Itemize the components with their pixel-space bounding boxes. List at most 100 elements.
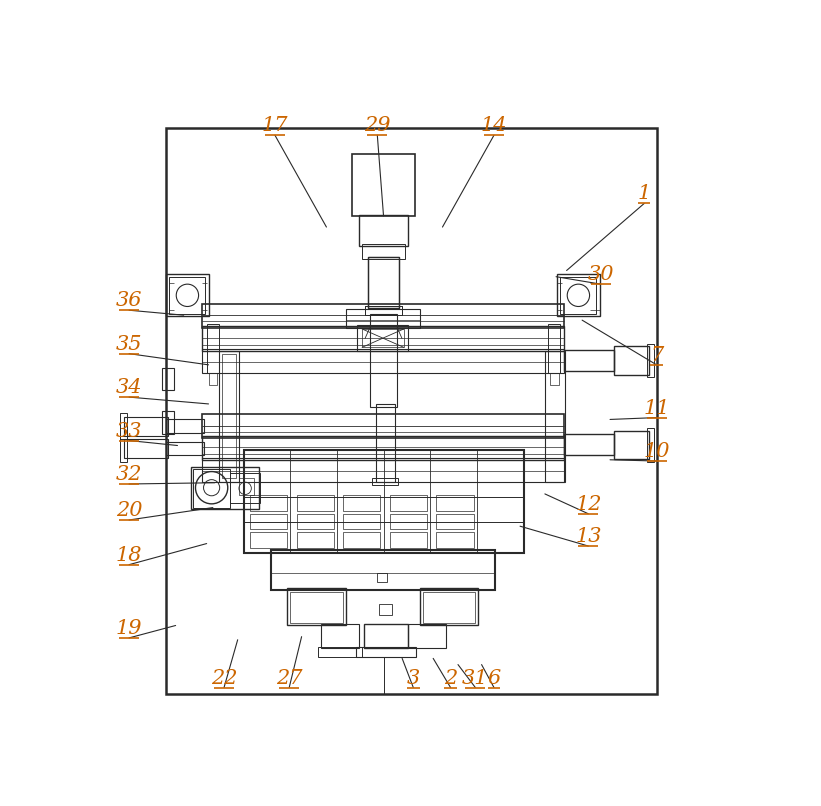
Text: 22: 22 <box>211 668 237 688</box>
Bar <box>271 550 495 590</box>
Bar <box>121 413 126 439</box>
Text: 7: 7 <box>650 346 663 365</box>
Bar <box>376 404 395 481</box>
Text: 34: 34 <box>116 378 142 397</box>
Bar <box>355 646 416 657</box>
Text: 36: 36 <box>116 291 142 310</box>
Bar <box>561 276 596 314</box>
Bar <box>124 439 167 458</box>
Bar <box>191 467 259 509</box>
Bar <box>121 435 126 462</box>
Bar <box>364 624 408 648</box>
Bar <box>614 347 649 375</box>
Bar <box>167 442 204 455</box>
Text: 2: 2 <box>444 668 457 688</box>
Bar <box>362 329 404 347</box>
Bar <box>614 430 649 459</box>
Text: 1: 1 <box>638 185 651 203</box>
Bar <box>296 533 334 548</box>
Bar <box>408 624 446 648</box>
Text: 29: 29 <box>364 116 391 135</box>
Text: 14: 14 <box>481 116 507 135</box>
Bar <box>202 458 563 481</box>
Bar <box>202 414 563 438</box>
Bar <box>378 573 388 582</box>
Bar <box>124 417 167 435</box>
Bar <box>250 495 287 511</box>
Text: 33: 33 <box>116 422 142 441</box>
Bar <box>209 373 218 385</box>
Text: 19: 19 <box>116 619 142 638</box>
Text: 31: 31 <box>462 668 488 688</box>
Bar <box>357 325 408 351</box>
Bar <box>219 351 239 481</box>
Bar <box>202 326 563 351</box>
Text: 27: 27 <box>276 668 302 688</box>
Bar <box>167 127 657 694</box>
Bar <box>436 495 474 511</box>
Bar <box>346 309 420 327</box>
Bar <box>202 349 563 373</box>
Bar <box>296 495 334 511</box>
Bar <box>322 624 359 648</box>
Bar <box>207 325 219 373</box>
Bar <box>291 592 343 623</box>
Bar <box>343 513 380 530</box>
Bar <box>239 478 255 495</box>
Bar <box>352 154 415 216</box>
Bar <box>319 646 362 657</box>
Bar <box>436 533 474 548</box>
Bar <box>343 533 380 548</box>
Text: 30: 30 <box>588 265 614 285</box>
Bar <box>390 495 427 511</box>
Bar <box>548 325 561 373</box>
Bar <box>373 479 398 484</box>
Text: 17: 17 <box>262 116 288 135</box>
Bar <box>420 588 479 625</box>
Text: 10: 10 <box>644 442 670 461</box>
Bar <box>162 411 174 434</box>
Bar <box>550 373 558 385</box>
Bar <box>545 351 565 481</box>
Bar <box>202 304 563 327</box>
Bar <box>390 513 427 530</box>
Bar <box>244 451 525 553</box>
Bar <box>222 355 236 479</box>
Text: 18: 18 <box>116 546 142 565</box>
Bar <box>423 592 475 623</box>
Bar <box>162 368 174 389</box>
Bar <box>362 243 406 260</box>
Bar <box>359 214 408 246</box>
Bar <box>365 305 402 315</box>
Bar <box>202 436 563 459</box>
Bar <box>167 419 204 433</box>
Text: 6: 6 <box>488 668 501 688</box>
Text: 13: 13 <box>575 527 602 546</box>
Text: 32: 32 <box>116 465 142 484</box>
Text: 3: 3 <box>406 668 420 688</box>
Bar <box>378 604 392 615</box>
Bar <box>296 513 334 530</box>
Bar <box>250 513 287 530</box>
Text: 12: 12 <box>575 495 602 513</box>
Bar <box>368 257 399 308</box>
Bar <box>368 257 399 308</box>
Text: 11: 11 <box>644 399 670 418</box>
Bar <box>370 314 397 407</box>
Bar <box>390 533 427 548</box>
Bar <box>169 276 205 314</box>
Bar <box>365 305 402 315</box>
Bar <box>647 428 654 462</box>
Bar <box>647 343 654 377</box>
Bar <box>287 588 346 625</box>
Bar <box>436 513 474 530</box>
Bar <box>343 495 380 511</box>
Bar <box>193 469 230 508</box>
Bar <box>250 533 287 548</box>
Bar <box>557 274 599 317</box>
Text: 35: 35 <box>116 334 142 354</box>
Text: 20: 20 <box>116 501 142 520</box>
Bar <box>230 473 260 503</box>
Bar <box>563 434 614 455</box>
Bar <box>563 350 614 371</box>
